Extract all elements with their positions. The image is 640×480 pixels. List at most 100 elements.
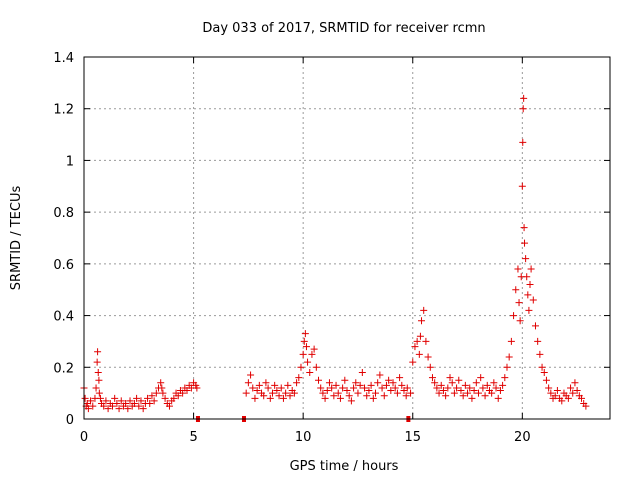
data-point — [553, 387, 561, 395]
data-point — [531, 322, 539, 330]
data-point — [499, 381, 507, 389]
data-point — [124, 405, 132, 413]
data-point — [308, 350, 316, 358]
data-point — [249, 384, 257, 392]
data-point — [391, 384, 399, 392]
data-point — [510, 312, 518, 320]
data-point — [89, 402, 97, 410]
data-point — [481, 392, 489, 400]
data-point — [94, 368, 102, 376]
data-point — [444, 384, 452, 392]
data-point — [424, 353, 432, 361]
data-point — [104, 405, 112, 413]
data-point — [81, 394, 89, 402]
data-point — [520, 224, 528, 232]
data-point — [310, 345, 318, 353]
data-point — [519, 105, 527, 113]
data-point — [273, 387, 281, 395]
data-point — [389, 379, 397, 387]
data-point — [304, 358, 312, 366]
data-point — [483, 381, 491, 389]
data-point — [455, 376, 463, 384]
data-point — [519, 138, 527, 146]
data-point — [161, 394, 169, 402]
data-point — [262, 379, 270, 387]
data-point — [398, 381, 406, 389]
data-point — [135, 402, 143, 410]
data-point — [382, 381, 390, 389]
data-point — [183, 387, 191, 395]
data-point — [472, 379, 480, 387]
data-point — [371, 389, 379, 397]
data-point — [321, 394, 329, 402]
data-point — [96, 394, 104, 402]
data-point — [148, 392, 156, 400]
data-point — [279, 394, 287, 402]
data-point — [130, 399, 138, 407]
data-point — [529, 296, 537, 304]
data-point — [144, 394, 152, 402]
data-point — [503, 363, 511, 371]
data-point — [126, 397, 134, 405]
data-point — [448, 379, 456, 387]
data-point — [266, 394, 274, 402]
axis-ticks: 0 0.2 0.4 0.6 0.8 1 1.2 1.4 0 5 10 15 20 — [53, 51, 610, 445]
y-tick-label: 0.2 — [53, 361, 74, 376]
data-point — [251, 394, 259, 402]
y-tick-label: 1 — [66, 154, 74, 169]
data-point — [453, 384, 461, 392]
data-point — [459, 392, 467, 400]
data-point — [286, 392, 294, 400]
data-point — [442, 392, 450, 400]
data-point — [525, 306, 533, 314]
data-point — [354, 389, 362, 397]
data-point — [301, 330, 309, 338]
data-point — [193, 384, 201, 392]
data-point — [244, 379, 252, 387]
data-point — [108, 402, 116, 410]
data-point — [150, 397, 158, 405]
y-tick-label: 0.8 — [53, 206, 74, 221]
data-point — [174, 392, 182, 400]
data-point — [435, 389, 443, 397]
data-point — [369, 394, 377, 402]
data-point — [315, 376, 323, 384]
data-point — [94, 348, 102, 356]
data-point — [433, 384, 441, 392]
data-point — [523, 273, 531, 281]
data-point — [306, 368, 314, 376]
data-point — [139, 405, 147, 413]
data-point — [507, 337, 515, 345]
data-point — [567, 384, 575, 392]
data-point — [492, 384, 500, 392]
data-point — [323, 387, 331, 395]
x-tick-label: 15 — [404, 430, 421, 445]
y-tick-label: 1.4 — [53, 51, 74, 66]
data-point — [426, 363, 434, 371]
data-point — [518, 182, 526, 190]
data-point — [516, 317, 524, 325]
y-tick-label: 0 — [66, 413, 74, 428]
x-tick-label: 5 — [189, 430, 197, 445]
data-point — [477, 374, 485, 382]
data-point — [339, 384, 347, 392]
data-point — [312, 363, 320, 371]
data-point — [319, 389, 327, 397]
data-point — [297, 363, 305, 371]
data-point — [356, 381, 364, 389]
data-point — [558, 397, 566, 405]
data-point — [385, 376, 393, 384]
data-point — [479, 384, 487, 392]
data-point — [157, 379, 165, 387]
data-point — [374, 379, 382, 387]
data-point — [345, 392, 353, 400]
data-point — [115, 405, 123, 413]
data-point — [325, 379, 333, 387]
data-point — [93, 358, 101, 366]
data-point — [102, 397, 110, 405]
data-point — [275, 392, 283, 400]
data-point — [464, 389, 472, 397]
data-point — [253, 387, 261, 395]
data-point — [437, 381, 445, 389]
